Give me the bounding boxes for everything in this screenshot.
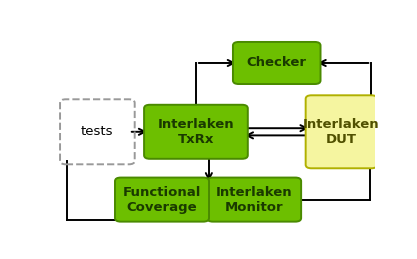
- Text: Checker: Checker: [247, 56, 307, 69]
- FancyBboxPatch shape: [233, 42, 321, 84]
- FancyBboxPatch shape: [207, 178, 301, 222]
- Text: Interlaken
DUT: Interlaken DUT: [303, 118, 380, 146]
- Text: tests: tests: [81, 125, 113, 138]
- FancyBboxPatch shape: [144, 105, 248, 159]
- FancyBboxPatch shape: [115, 178, 209, 222]
- FancyBboxPatch shape: [306, 95, 377, 168]
- Text: Interlaken
TxRx: Interlaken TxRx: [158, 118, 234, 146]
- Text: Interlaken
Monitor: Interlaken Monitor: [216, 186, 292, 214]
- Text: Functional
Coverage: Functional Coverage: [123, 186, 201, 214]
